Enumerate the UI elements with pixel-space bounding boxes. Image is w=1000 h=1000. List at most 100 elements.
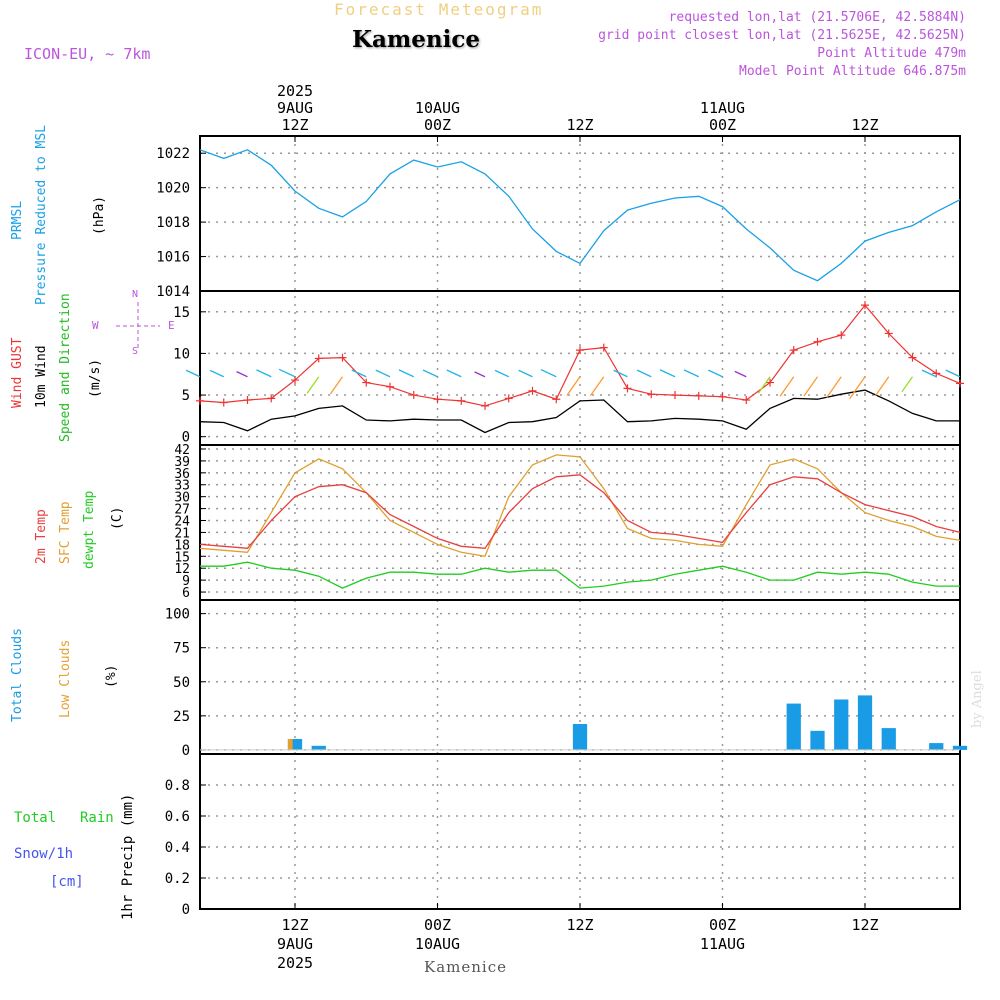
low-cloud-bar [287,739,293,750]
compass-icon [116,302,160,348]
precip-ytick-label: 0.2 [165,871,190,887]
location-title: Kamenice [352,26,480,53]
pressure-label-prmsl: PRMSL [10,200,25,240]
time-label-top: 10AUG [415,99,460,117]
wind-direction-arrow [256,369,272,378]
gust-marker [742,396,751,405]
dewpt-label: dewpt Temp [82,490,97,569]
wind-gust-label: Wind GUST [10,337,25,408]
pressure-ytick-label: 1016 [156,250,190,266]
gust-marker [956,379,964,388]
wind-direction-arrow [329,376,344,395]
wind-direction-arrow [494,369,510,378]
wind-direction-arrow [875,376,890,396]
temp-unit: (C) [110,506,125,530]
point-altitude: Point Altitude 479m [817,46,966,61]
wind-direction-arrow [901,376,914,393]
rain-label-rain: Rain [80,810,114,826]
rain-label-total: Total [14,810,57,826]
time-label-bottom: 12Z [851,916,878,934]
gust-marker [884,329,893,338]
total-cloud-bar [810,730,825,750]
wind-direction-arrow [826,376,842,398]
time-label-bottom: 00Z [424,916,451,934]
wind-direction-arrow [398,369,415,378]
total-cloud-bar [572,724,588,750]
wind-direction-arrow [375,369,391,378]
gust-marker [219,398,228,407]
pressure-line [199,149,961,282]
wind-direction-arrow [306,376,320,394]
model-label: ICON-EU, ~ 7km [24,45,151,63]
gust-marker [362,378,371,387]
precip-ytick-label: 0.8 [165,778,190,794]
total-cloud-bar [857,695,873,750]
wind-direction-arrow [683,369,700,378]
wind-direction-arrow [185,369,201,378]
pressure-ytick-label: 1020 [156,181,190,197]
gust-marker [243,396,252,405]
wind-ytick-label: 5 [182,388,190,404]
gust-marker [789,346,798,355]
gust-marker [576,346,584,355]
time-label-bottom: 11AUG [700,935,745,953]
compass-n: N [132,289,139,300]
gust-marker [457,396,466,405]
wind-dir-label: Speed and Direction [58,293,73,442]
clouds-ytick-label: 0 [182,743,190,759]
temperature-ytick-label: 9 [182,574,190,589]
wind-direction-arrow [540,369,557,378]
wind-direction-arrow [422,369,438,378]
compass-s: S [132,346,139,357]
compass-e: E [168,319,175,332]
wind-direction-arrow [707,369,723,378]
time-label-bottom: 10AUG [415,935,460,953]
time-label-bottom: 12Z [281,916,308,934]
temperature-ytick-label: 27 [174,503,190,518]
time-label-bottom: 2025 [277,954,313,972]
wind-direction-arrow [518,369,533,378]
precip-unit: 1hr Precip (mm) [120,793,136,920]
gust-marker [861,301,869,310]
temperature-ytick-label: 30 [174,491,190,506]
time-label-top: 12Z [851,116,878,134]
wind-direction-arrow [734,370,747,378]
dewpt-line [200,561,960,589]
sfc-temp-line [199,454,961,558]
wind-direction-arrow [849,376,866,400]
gust-marker [433,395,442,404]
temperature-ytick-label: 18 [174,538,190,553]
credit-label: by Angel [970,670,985,728]
pressure-label-msl: Pressure Reduced to MSL [34,124,49,305]
temperature-ytick-label: 15 [174,550,190,565]
gust-marker [409,391,418,400]
product-title: Forecast Meteogram [334,0,544,19]
total-cloud-bar [952,745,968,750]
total-cloud-bar [929,743,944,750]
wind-direction-arrow [566,376,581,396]
wind-direction-arrow [659,369,676,378]
compass-w: W [92,319,99,332]
wind-direction-arrow [589,376,605,397]
wind-direction-arrow [945,369,961,378]
gust-marker [196,396,204,405]
gust-marker [386,382,394,391]
pressure-unit: (hPa) [92,195,107,235]
gust-marker [718,392,727,401]
temperature-ytick-label: 12 [174,562,190,577]
gust-marker [528,386,537,395]
wind-ytick-label: 10 [173,346,190,362]
gust-marker [908,353,917,362]
wind-direction-arrow [351,369,367,378]
wind-direction-arrow [636,369,652,378]
gridpoint-coords: grid point closest lon,lat (21.5625E, 42… [598,28,966,43]
gust-marker [671,391,679,400]
gust-marker [314,354,323,363]
precip-ytick-label: 0.6 [165,809,190,825]
wind-direction-arrow [236,371,248,378]
total-cloud-bar [786,703,801,750]
gust-marker [291,376,299,385]
time-label-bottom: 00Z [709,916,736,934]
wind-unit: (m/s) [88,358,103,398]
gust-marker [813,337,822,346]
